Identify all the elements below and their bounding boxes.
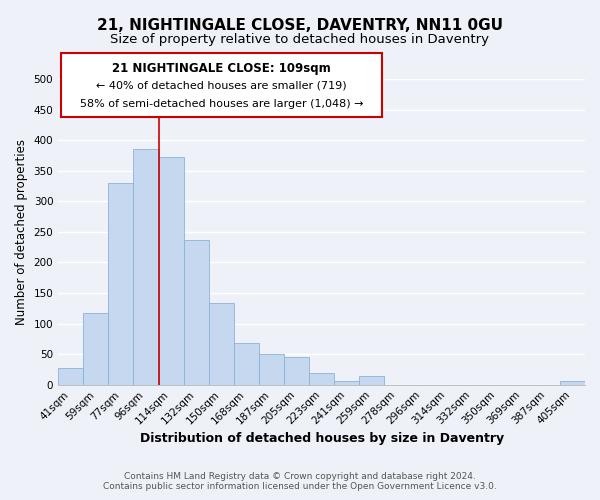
Y-axis label: Number of detached properties: Number of detached properties (15, 139, 28, 325)
Bar (184, 240, 209, 384)
X-axis label: Distribution of detached houses by size in Daventry: Distribution of detached houses by size … (140, 432, 503, 445)
Bar (58, 368, 83, 384)
Text: Contains public sector information licensed under the Open Government Licence v3: Contains public sector information licen… (103, 482, 497, 491)
Bar (560, 381, 585, 384)
Text: 21, NIGHTINGALE CLOSE, DAVENTRY, NN11 0GU: 21, NIGHTINGALE CLOSE, DAVENTRY, NN11 0G… (97, 18, 503, 32)
Text: ← 40% of detached houses are smaller (719): ← 40% of detached houses are smaller (71… (96, 80, 347, 90)
Bar (234, 343, 259, 384)
Bar (309, 373, 334, 384)
Bar (158, 156, 184, 384)
Text: Contains HM Land Registry data © Crown copyright and database right 2024.: Contains HM Land Registry data © Crown c… (124, 472, 476, 481)
Bar (359, 376, 385, 384)
Text: 58% of semi-detached houses are larger (1,048) →: 58% of semi-detached houses are larger (… (80, 99, 363, 109)
Bar (284, 356, 309, 384)
Bar (109, 183, 133, 384)
Bar (209, 304, 234, 384)
Bar (259, 354, 284, 384)
Text: 21 NIGHTINGALE CLOSE: 109sqm: 21 NIGHTINGALE CLOSE: 109sqm (112, 62, 331, 75)
Bar (133, 150, 158, 384)
Bar (334, 381, 359, 384)
Text: Size of property relative to detached houses in Daventry: Size of property relative to detached ho… (110, 32, 490, 46)
Bar (83, 313, 109, 384)
FancyBboxPatch shape (61, 53, 382, 117)
